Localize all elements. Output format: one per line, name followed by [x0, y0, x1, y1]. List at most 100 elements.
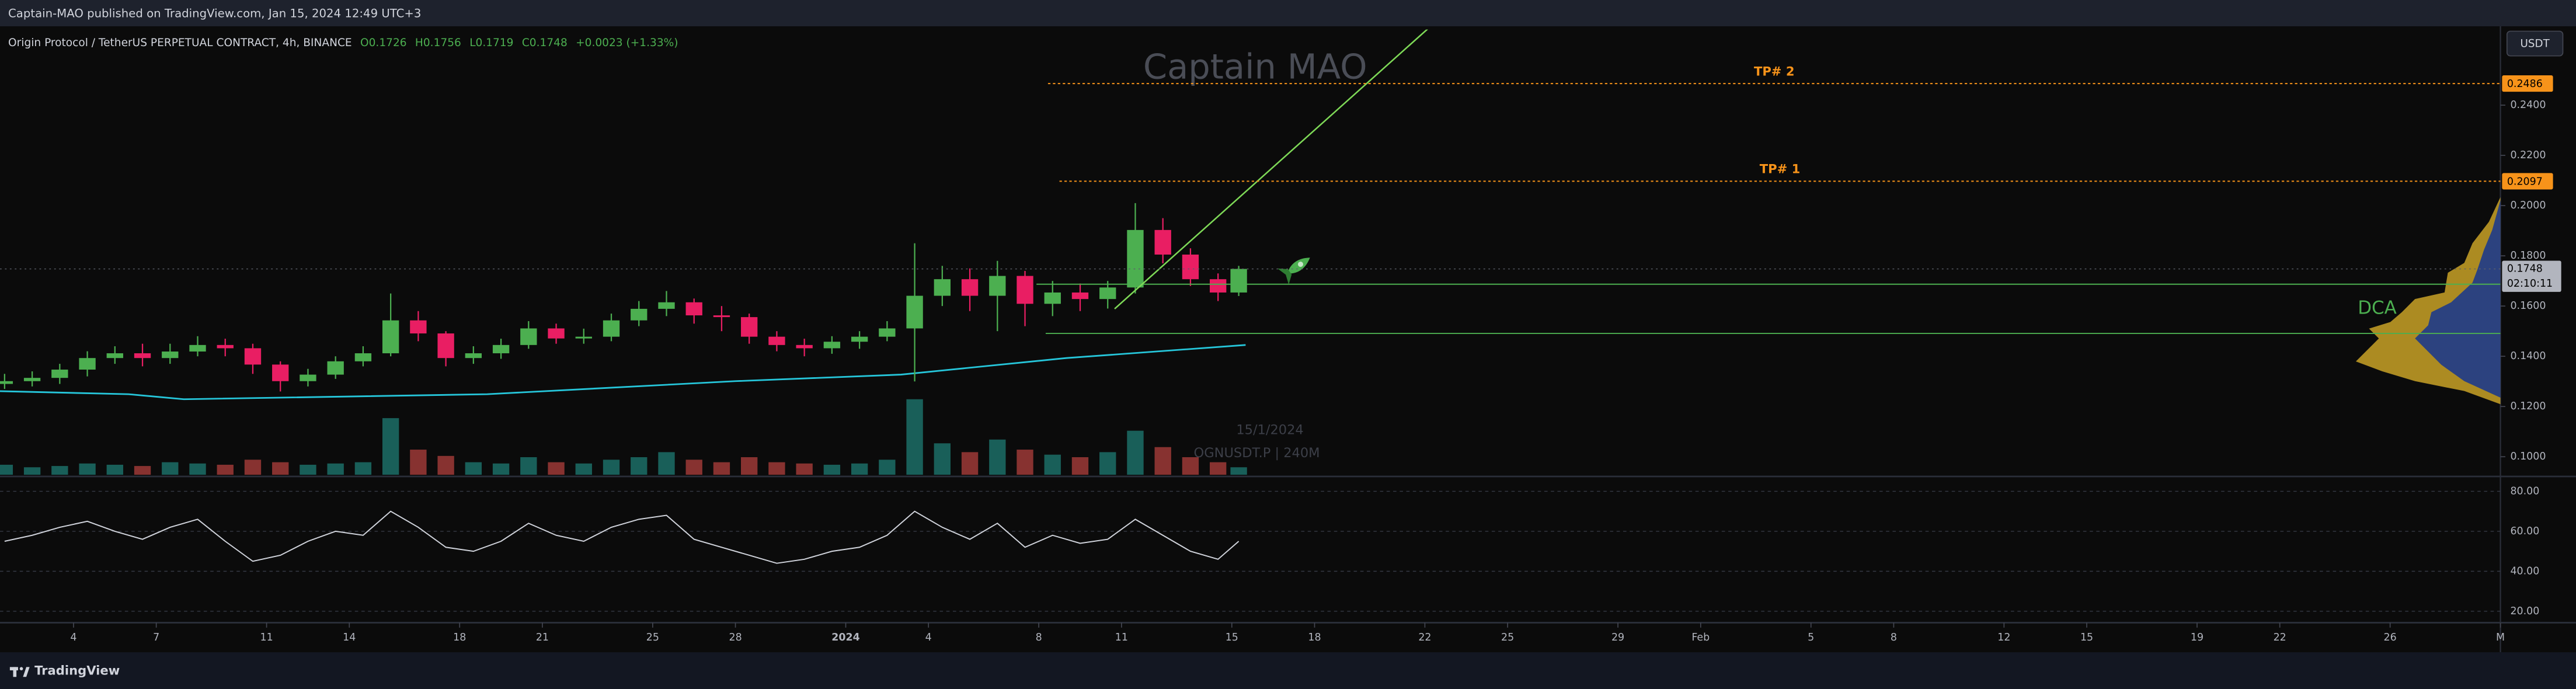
volume-bar — [134, 466, 151, 475]
candle-body — [823, 342, 841, 349]
rocket-icon — [1277, 257, 1310, 285]
candle-body — [1017, 276, 1033, 304]
rsi-tick-label: 40.00 — [2510, 565, 2539, 577]
volume-bar — [492, 463, 510, 475]
volume-bar — [658, 452, 675, 475]
moving-average — [0, 344, 1246, 401]
candle-body — [548, 328, 565, 339]
y-tick-label: 0.1600 — [2510, 300, 2546, 312]
tradingview-logo — [9, 667, 30, 677]
tp-label: TP# 1 — [1760, 162, 1801, 176]
volume-bar — [272, 462, 289, 475]
last-price-label: 0.1748 — [2507, 263, 2543, 275]
volume-bar — [79, 463, 96, 475]
x-tick-label: 12 — [1997, 632, 2010, 643]
rsi-pane — [0, 490, 2501, 612]
candle-body — [134, 353, 151, 359]
x-tick-label: 26 — [2384, 632, 2397, 643]
x-tick-label: 15 — [2080, 632, 2093, 643]
candle-body — [492, 344, 510, 354]
legend-close: C0.1748 — [522, 37, 568, 49]
volume-bar — [575, 463, 592, 475]
candle-body — [796, 344, 813, 349]
candle-body — [879, 328, 896, 337]
candle-body — [658, 302, 675, 309]
volume-bar — [51, 466, 68, 475]
tp-price-box — [2502, 75, 2553, 92]
x-tick-label: 18 — [1308, 632, 1321, 643]
y-tick-label: 0.2400 — [2510, 99, 2546, 111]
candle-body — [437, 333, 454, 359]
candle-body — [327, 361, 344, 375]
volume-bar — [879, 460, 896, 475]
y-tick-label: 0.1000 — [2510, 451, 2546, 462]
candle-body — [244, 348, 262, 365]
tp-price-label: 0.2486 — [2507, 78, 2543, 90]
candle-body — [23, 378, 41, 381]
last-price-box — [2502, 260, 2561, 292]
volume-bar — [382, 418, 399, 475]
x-tick-label: 11 — [1115, 632, 1128, 643]
rsi-tick-label: 80.00 — [2510, 485, 2539, 497]
trendline — [1114, 29, 1428, 309]
header-text: Captain-MAO published on TradingView.com… — [8, 6, 421, 20]
symbol-watermark-date: 15/1/2024 — [1236, 423, 1303, 438]
volume-bar — [217, 464, 234, 475]
x-tick-label: 22 — [1418, 632, 1431, 643]
candle-body — [575, 336, 592, 339]
candle-body — [741, 317, 758, 337]
volume-bar — [631, 457, 648, 475]
watermark: Captain MAO — [1143, 46, 1367, 86]
x-tick-label: 25 — [1501, 632, 1514, 643]
x-tick-label: 8 — [1036, 632, 1042, 643]
volume-bar — [1210, 462, 1227, 475]
x-tick-label: 28 — [729, 632, 742, 643]
volume-bar — [934, 443, 951, 475]
candle-body — [1071, 292, 1089, 300]
volume-bar — [1154, 447, 1171, 475]
volume-bar — [961, 452, 979, 475]
candle-body — [685, 302, 702, 316]
volume-bar — [410, 450, 427, 475]
volume-bar — [796, 463, 813, 475]
x-tick-label: Feb — [1691, 632, 1710, 643]
candle-body — [768, 336, 785, 345]
volume-bar — [244, 460, 262, 475]
x-tick-label: 29 — [1611, 632, 1624, 643]
candle-body — [189, 344, 206, 352]
currency-button[interactable] — [2506, 30, 2564, 57]
y-tick-label: 0.2200 — [2510, 149, 2546, 161]
volume-bar — [823, 464, 841, 475]
legend-low: L0.1719 — [469, 37, 513, 49]
volume-bar — [300, 464, 316, 475]
y-tick-label: 0.2000 — [2510, 200, 2546, 211]
x-tick-label: 4 — [70, 632, 76, 643]
volume-bar — [603, 460, 620, 475]
candle-body — [520, 328, 537, 345]
x-tick-label: 19 — [2191, 632, 2203, 643]
tp-price-label: 0.2097 — [2507, 176, 2543, 187]
volume-bar — [23, 467, 41, 475]
candle-body — [217, 344, 234, 349]
candle-body — [713, 315, 730, 318]
x-tick-label: 2024 — [831, 632, 860, 643]
candle-body — [382, 320, 399, 354]
x-tick-label: 21 — [536, 632, 549, 643]
candle-body — [300, 374, 316, 381]
candle-body — [961, 279, 979, 296]
y-tick-label: 0.1400 — [2510, 350, 2546, 362]
symbol-watermark-ticker: OGNUSDT.P | 240M — [1193, 446, 1320, 461]
volume-bar — [906, 399, 923, 475]
currency-button-label[interactable]: USDT — [2521, 37, 2550, 50]
x-tick-label: 15 — [1226, 632, 1238, 643]
candle-body — [906, 295, 923, 329]
volume-bar — [851, 463, 868, 475]
volume-bar — [685, 460, 702, 475]
candle-body — [989, 276, 1006, 296]
tp-price-box — [2502, 173, 2553, 190]
candle-body — [106, 353, 123, 359]
volume-bar — [437, 455, 454, 475]
candle-body — [1154, 229, 1171, 255]
volume-bar — [741, 457, 758, 475]
candle-body — [631, 308, 648, 321]
